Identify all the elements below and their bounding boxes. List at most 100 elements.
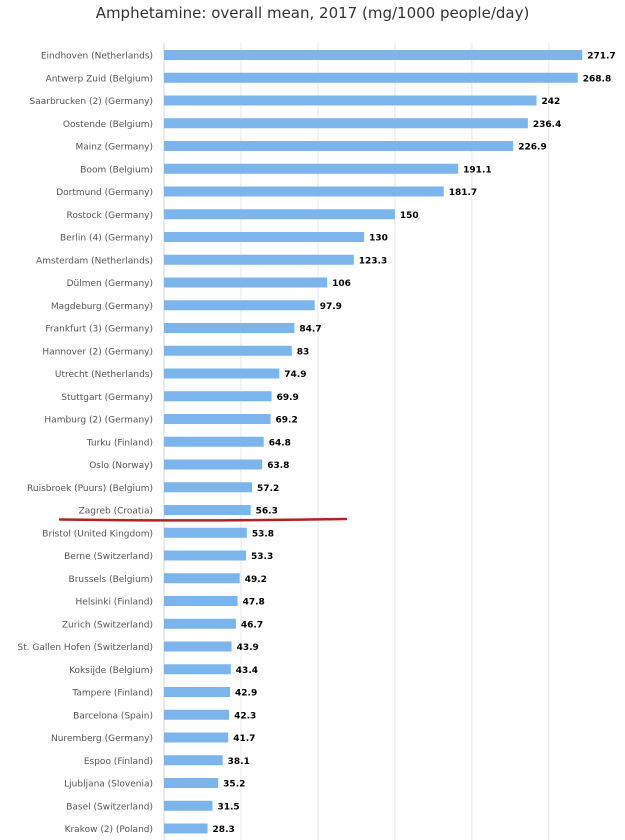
bar — [164, 209, 395, 220]
bar — [164, 368, 280, 379]
data-label: 130 — [369, 234, 388, 244]
category-label: Dortmund (Germany) — [56, 188, 153, 198]
data-label: 150 — [400, 211, 419, 221]
bar — [164, 755, 223, 766]
data-label: 226.9 — [518, 143, 546, 153]
data-label: 123.3 — [359, 256, 387, 266]
category-label: Rostock (Germany) — [67, 211, 154, 221]
data-label: 56.3 — [256, 507, 278, 517]
bar — [164, 391, 272, 402]
bar — [164, 345, 292, 356]
bar — [164, 254, 354, 265]
bar — [164, 163, 459, 174]
category-label: Amsterdam (Netherlands) — [36, 256, 153, 266]
category-label: Turku (Finland) — [86, 438, 153, 448]
category-label: Zagreb (Croatia) — [79, 507, 153, 517]
data-label: 42.3 — [234, 711, 256, 721]
data-label: 191.1 — [463, 165, 491, 175]
bar — [164, 323, 295, 333]
category-label: Stuttgart (Germany) — [61, 393, 153, 403]
data-label: 236.4 — [533, 120, 561, 130]
category-label: Utrecht (Netherlands) — [55, 370, 153, 380]
data-label: 47.8 — [243, 598, 265, 608]
bar — [164, 186, 444, 197]
data-label: 41.7 — [233, 734, 255, 744]
category-label: Espoo (Finland) — [84, 757, 153, 767]
bar — [164, 505, 251, 515]
data-label: 271.7 — [587, 52, 615, 62]
bar — [164, 778, 219, 788]
data-label: 35.2 — [223, 780, 245, 790]
bar — [164, 687, 231, 697]
bar — [164, 95, 537, 106]
category-label: Antwerp Zuid (Belgium) — [46, 74, 153, 84]
category-label: Berlin (4) (Germany) — [60, 234, 153, 244]
bar — [164, 459, 263, 470]
category-label: Bristol (United Kingdom) — [42, 529, 153, 539]
data-label: 53.8 — [252, 529, 274, 539]
bar — [164, 277, 328, 288]
data-label: 242 — [542, 97, 561, 107]
highlight-underline — [58, 517, 348, 522]
bar — [164, 527, 247, 538]
category-label: Mainz (Germany) — [76, 143, 153, 153]
bar — [164, 573, 240, 584]
data-label: 38.1 — [228, 757, 250, 767]
category-label: Magdeburg (Germany) — [51, 302, 153, 312]
bar — [164, 732, 229, 743]
category-label: Boom (Belgium) — [80, 165, 153, 175]
data-label: 181.7 — [449, 188, 477, 198]
category-label: Frankfurt (3) (Germany) — [45, 325, 153, 335]
bar — [164, 72, 578, 83]
data-label: 57.2 — [257, 484, 279, 494]
category-label: Nuremberg (Germany) — [51, 734, 153, 744]
data-label: 84.7 — [299, 325, 321, 335]
data-label: 42.9 — [235, 689, 257, 699]
bar — [164, 823, 208, 834]
category-label: Tampere (Finland) — [71, 689, 153, 699]
bar — [164, 664, 231, 675]
data-label: 69.2 — [276, 416, 298, 426]
category-label: Eindhoven (Netherlands) — [41, 52, 153, 62]
chart-title: Amphetamine: overall mean, 2017 (mg/1000… — [95, 4, 530, 22]
category-label: Barcelona (Spain) — [73, 711, 153, 721]
bar — [164, 300, 315, 311]
data-label: 106 — [332, 279, 351, 289]
category-label: Koksijde (Belgium) — [69, 666, 153, 676]
category-label: Saarbrucken (2) (Germany) — [30, 97, 154, 107]
category-label: Oslo (Norway) — [89, 461, 153, 471]
bar — [164, 232, 365, 242]
category-label: Berne (Switzerland) — [64, 552, 153, 562]
data-label: 97.9 — [320, 302, 342, 312]
category-label: Helsinki (Finland) — [76, 598, 153, 608]
data-label: 64.8 — [269, 438, 291, 448]
data-label: 28.3 — [213, 825, 235, 835]
bar — [164, 414, 271, 424]
bar — [164, 550, 247, 561]
data-label: 83 — [297, 347, 310, 357]
data-label: 43.4 — [236, 666, 258, 676]
category-label: Zurich (Switzerland) — [62, 620, 153, 630]
bar — [164, 50, 583, 60]
category-label: Ruisbroek (Puurs) (Belgium) — [27, 484, 153, 494]
category-label: Oostende (Belgium) — [63, 120, 153, 130]
category-label: Ljubljana (Slovenia) — [64, 780, 153, 790]
bar — [164, 709, 230, 720]
data-label: 69.9 — [277, 393, 299, 403]
data-label: 63.8 — [267, 461, 289, 471]
data-label: 31.5 — [217, 802, 239, 812]
category-label: Hannover (2) (Germany) — [42, 347, 153, 357]
data-label: 46.7 — [241, 620, 263, 630]
data-label: 43.9 — [237, 643, 259, 653]
bar — [164, 482, 253, 493]
bar — [164, 800, 213, 811]
bar — [164, 436, 264, 447]
data-label: 49.2 — [245, 575, 267, 585]
bar — [164, 141, 514, 151]
category-label: Krakow (2) (Poland) — [65, 825, 153, 835]
data-label: 268.8 — [583, 74, 611, 84]
category-label: Dülmen (Germany) — [67, 279, 153, 289]
bar — [164, 596, 238, 606]
bar — [164, 118, 528, 129]
